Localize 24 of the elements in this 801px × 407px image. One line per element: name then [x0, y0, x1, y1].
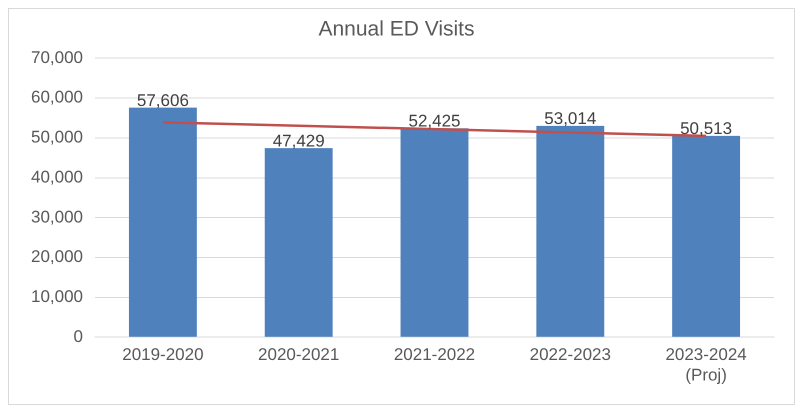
data-label: 53,014: [544, 109, 596, 128]
data-label: 50,513: [680, 119, 732, 138]
y-tick-label: 30,000: [30, 207, 83, 226]
bar: [264, 148, 333, 337]
x-tick-label: 2019-2020: [122, 345, 204, 364]
y-tick-label: 20,000: [30, 247, 83, 266]
bar: [128, 108, 197, 337]
data-label: 52,425: [408, 111, 460, 130]
bar: [536, 126, 604, 337]
bar: [672, 136, 740, 337]
chart-title: Annual ED Visits: [318, 17, 475, 40]
x-tick-label: 2023-2024 (Proj): [665, 345, 747, 384]
x-tick-label: 2020-2021: [258, 345, 340, 364]
y-tick-label: 40,000: [30, 167, 83, 186]
y-tick-label: 50,000: [30, 128, 83, 147]
y-tick-label: 10,000: [30, 287, 83, 306]
x-tick-label: 2022-2023: [530, 345, 611, 364]
data-label: 47,429: [272, 131, 325, 150]
data-label: 57,606: [136, 90, 189, 110]
bar: [400, 128, 468, 337]
x-tick-label: 2021-2022: [394, 345, 476, 364]
y-tick-label: 0: [74, 326, 83, 346]
y-tick-label: 60,000: [30, 88, 83, 107]
y-tick-label: 70,000: [30, 48, 83, 67]
